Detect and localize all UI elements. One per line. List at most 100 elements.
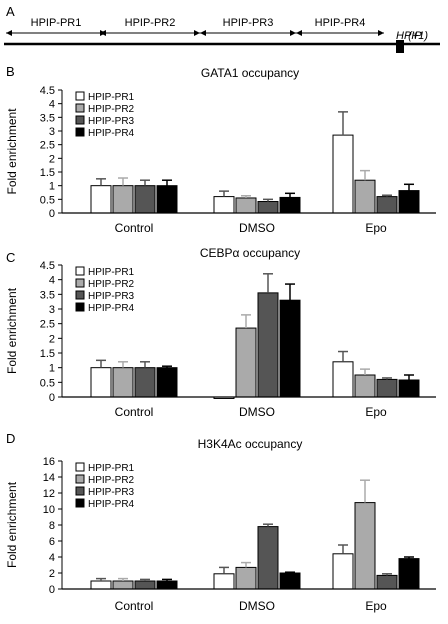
bar-hpip-pr3-epo: [376, 574, 398, 590]
bar-hpip-pr3-control: [134, 185, 156, 214]
bar-hpip-pr1-control: [90, 580, 112, 590]
bar-hpip-pr2-epo: [354, 502, 376, 590]
legend-label: HPIP-PR2: [88, 475, 135, 486]
panel-c: C CEBPα occupancy 0 0.5 1 1.5 2 2.5 3 3.5 4 4.5 Fold…: [5, 246, 436, 419]
x-tick-label: DMSO: [239, 405, 275, 419]
y-tick-label: 3.5: [40, 289, 55, 301]
legend-swatch: [75, 474, 85, 484]
chart-panels: B GATA1 occupancy00.511.522.533.544.5Fold…: [5, 64, 436, 613]
y-axis-label: Fold enrichment: [5, 481, 19, 568]
y-tick-label: 14: [43, 472, 55, 484]
bar-hpip-pr4-control: [156, 185, 178, 214]
y-tick-label: 2.5: [40, 319, 55, 331]
region-label-3: HPIP-PR3: [223, 17, 274, 29]
bar-hpip-pr1-dmso: [213, 573, 235, 590]
y-tick-label: 2: [49, 153, 55, 165]
legend-label: HPIP-PR3: [88, 291, 135, 302]
y-tick-label: 4: [49, 275, 55, 287]
panel-letter: B: [6, 64, 15, 79]
x-tick-label: Epo: [365, 599, 387, 613]
panel-a-letter: A: [6, 4, 15, 19]
legend-label: HPIP-PR2: [88, 279, 135, 290]
x-tick-label: Control: [115, 221, 154, 235]
y-tick-label: 16: [43, 456, 55, 468]
y-tick-label: 10: [43, 504, 55, 516]
bar-hpip-pr3-dmso: [257, 292, 279, 398]
bar-hpip-pr2-epo: [354, 374, 376, 398]
y-tick-label: 1: [49, 363, 55, 375]
y-tick-label: 4: [49, 552, 55, 564]
region-label-2: HPIP-PR2: [125, 17, 176, 29]
y-tick-label: 2.5: [40, 140, 55, 152]
panel-d: D H3K4Ac occupancy 0 2 4 6 8 10 12 14 16 Fold enric…: [5, 431, 436, 613]
bar-hpip-pr1-dmso: [213, 196, 235, 214]
bar-hpip-pr3-control: [134, 580, 156, 590]
x-tick-label: Epo: [365, 405, 387, 419]
y-tick-label: 2: [49, 568, 55, 580]
y-tick-label: 3: [49, 304, 55, 316]
legend-label: HPIP-PR1: [88, 463, 135, 474]
bar-hpip-pr1-epo: [332, 361, 354, 398]
legend-label: HPIP-PR4: [88, 128, 135, 139]
y-axis-label: Fold enrichment: [5, 287, 19, 374]
tss-label: (+1): [408, 30, 428, 42]
legend-swatch: [75, 127, 85, 137]
legend-swatch: [75, 266, 85, 276]
bar-hpip-pr4-epo: [398, 379, 420, 398]
y-tick-label: 0.5: [40, 377, 55, 389]
bar-hpip-pr4-control: [156, 367, 178, 398]
bar-hpip-pr2-epo: [354, 179, 376, 214]
y-axis-label: Fold enrichment: [5, 108, 19, 195]
region-label-1: HPIP-PR1: [31, 17, 82, 29]
bar-hpip-pr1-control: [90, 367, 112, 398]
bar-hpip-pr2-control: [112, 580, 134, 590]
x-tick-label: Control: [115, 599, 154, 613]
chart-title: CEBPα occupancy: [200, 246, 300, 260]
bar-hpip-pr4-dmso: [279, 196, 301, 214]
legend-swatch: [75, 290, 85, 300]
y-tick-label: 4: [49, 99, 55, 111]
y-tick-label: 1.5: [40, 348, 55, 360]
bar-hpip-pr1-control: [90, 185, 112, 214]
legend-label: HPIP-PR2: [88, 104, 135, 115]
bar-hpip-pr3-epo: [376, 196, 398, 214]
y-tick-label: 8: [49, 520, 55, 532]
panel-b: B GATA1 occupancy 0 0.51 1.5 22.5 3 3.54 4.5 Fold…: [5, 64, 436, 235]
bar-hpip-pr2-control: [112, 185, 134, 214]
legend-swatch: [75, 103, 85, 113]
legend-swatch: [75, 486, 85, 496]
bar-hpip-pr4-epo: [398, 190, 420, 214]
region-label-4: HPIP-PR4: [315, 17, 366, 29]
y-tick-label: 0.5: [40, 194, 55, 206]
panel-letter: C: [6, 250, 15, 265]
y-tick-label: 6: [49, 536, 55, 548]
chart-title: GATA1 occupancy: [201, 66, 299, 80]
legend-label: HPIP-PR1: [88, 267, 135, 278]
y-tick-label: 0: [49, 208, 55, 220]
legend-label: HPIP-PR4: [88, 499, 135, 510]
bar-hpip-pr2-dmso: [235, 197, 257, 214]
bar-hpip-pr4-dmso: [279, 572, 301, 590]
y-tick-label: 2: [49, 333, 55, 345]
exon-box: [396, 40, 404, 53]
region-arrow-2: [100, 30, 200, 36]
y-tick-label: 0: [49, 584, 55, 596]
legend-swatch: [75, 498, 85, 508]
panel-letter: D: [6, 431, 15, 446]
y-tick-label: 4.5: [40, 260, 55, 272]
legend-swatch: [75, 115, 85, 125]
x-tick-label: Epo: [365, 221, 387, 235]
panel-a: A HPIP-PR1 HPIP-PR2 HPIP-PR3 HPIP-PR4: [4, 4, 440, 53]
bar-hpip-pr4-epo: [398, 558, 420, 590]
bar-hpip-pr2-dmso: [235, 327, 257, 398]
y-tick-label: 1: [49, 181, 55, 193]
legend-swatch: [75, 278, 85, 288]
bar-hpip-pr3-dmso: [257, 201, 279, 214]
bar-hpip-pr3-dmso: [257, 526, 279, 590]
gene-label: HPIP: [396, 30, 422, 42]
region-arrow-4: [296, 30, 384, 36]
bar-hpip-pr1-epo: [332, 553, 354, 590]
bar-hpip-pr3-epo: [376, 378, 398, 398]
x-tick-label: Control: [115, 405, 154, 419]
